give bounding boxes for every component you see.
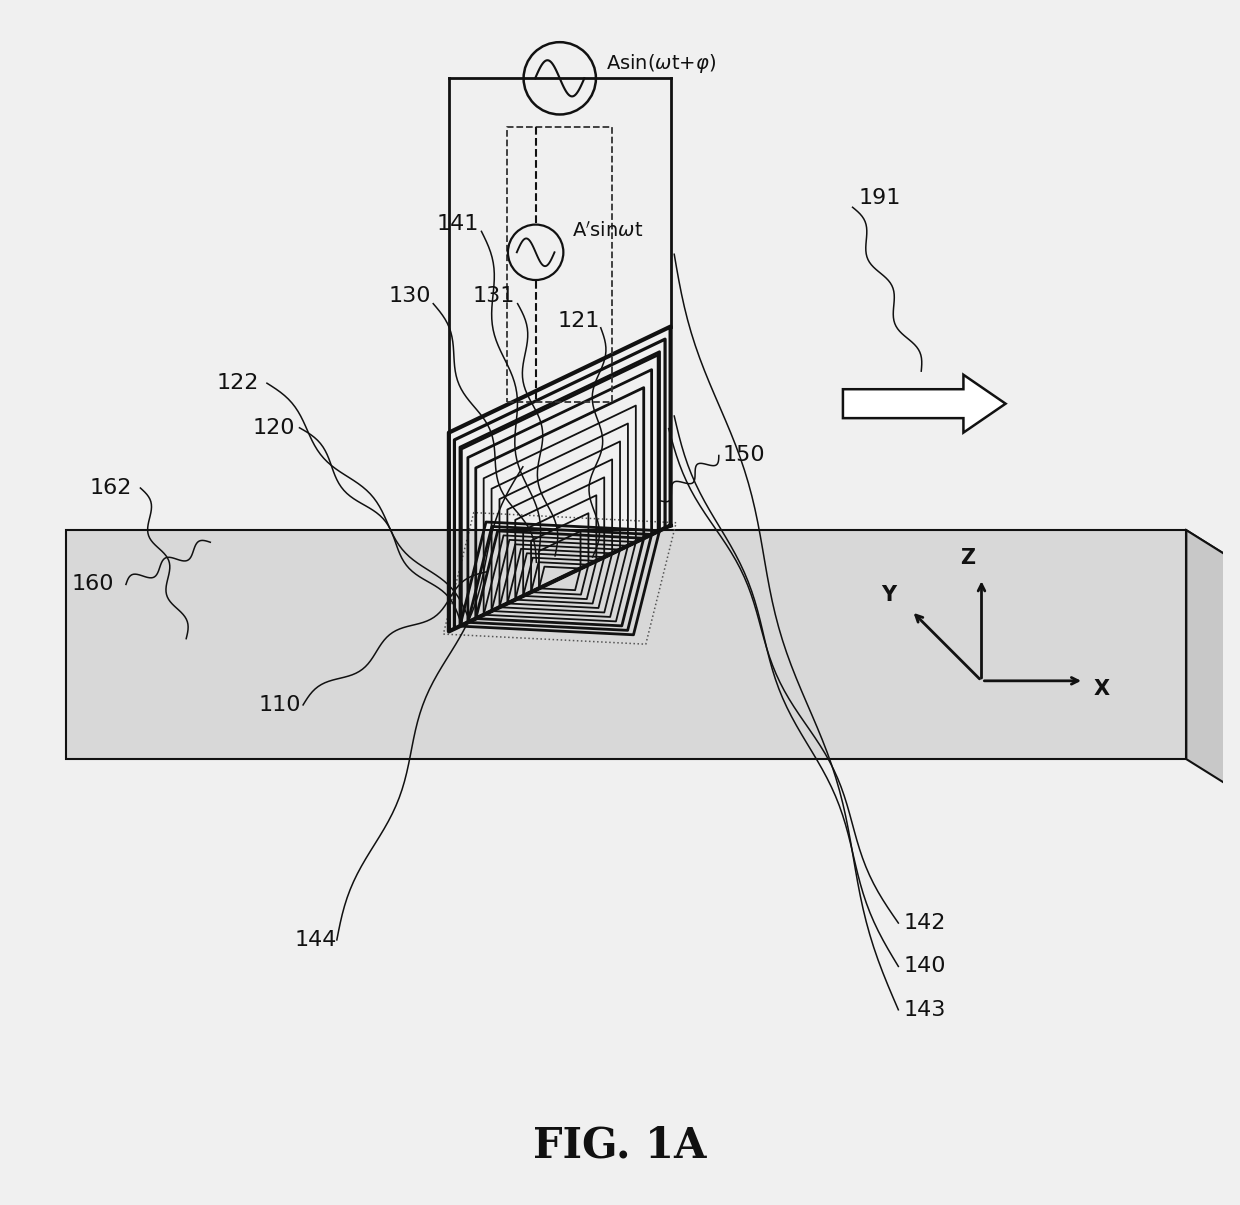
Text: Asin($\omega$t+$\varphi$): Asin($\omega$t+$\varphi$): [605, 52, 715, 76]
Text: 130: 130: [388, 287, 432, 306]
Text: 144: 144: [295, 930, 337, 950]
Text: 122: 122: [216, 374, 259, 393]
Text: 150: 150: [723, 446, 765, 465]
Text: 121: 121: [557, 311, 600, 330]
Text: Z: Z: [960, 548, 975, 568]
Text: 141: 141: [436, 214, 479, 234]
Text: 120: 120: [253, 418, 295, 437]
Text: X: X: [1094, 680, 1110, 699]
Polygon shape: [1187, 530, 1240, 880]
Text: 191: 191: [858, 188, 901, 207]
Text: 162: 162: [89, 478, 133, 498]
Text: 143: 143: [903, 1000, 946, 1019]
Text: 140: 140: [903, 957, 946, 976]
Text: 142: 142: [903, 913, 946, 933]
Text: 110: 110: [258, 695, 301, 715]
FancyArrow shape: [843, 375, 1006, 433]
Text: 131: 131: [472, 287, 516, 306]
Polygon shape: [66, 530, 1187, 759]
Text: Y: Y: [882, 586, 897, 605]
Text: 160: 160: [72, 575, 114, 594]
Text: A$'$sin$\omega$t: A$'$sin$\omega$t: [572, 221, 644, 241]
Text: FIG. 1A: FIG. 1A: [533, 1124, 707, 1166]
Polygon shape: [66, 530, 1240, 651]
